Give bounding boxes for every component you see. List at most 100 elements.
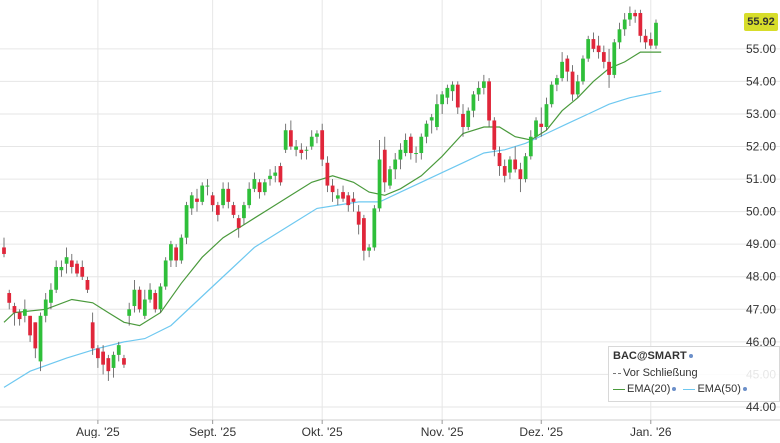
candle — [528, 130, 533, 160]
candle — [440, 91, 445, 114]
candle — [80, 260, 85, 280]
candle — [414, 146, 418, 163]
candle — [205, 179, 210, 196]
candle-body — [80, 266, 85, 277]
candle-body — [226, 188, 231, 202]
candle-body — [247, 188, 252, 206]
candle — [638, 9, 643, 43]
candle-body — [628, 13, 632, 20]
candle — [513, 146, 518, 173]
candle — [221, 182, 225, 209]
candle — [544, 97, 549, 131]
candle-body — [586, 39, 591, 59]
candle — [586, 35, 591, 62]
candle — [591, 32, 596, 53]
x-tick-label: Dez. '25 — [519, 425, 563, 438]
candle — [534, 117, 538, 140]
candle — [195, 188, 199, 212]
candle — [325, 156, 330, 193]
candle — [12, 302, 17, 326]
candle-body — [435, 104, 439, 127]
candle-body — [325, 162, 330, 186]
candle-body — [508, 159, 512, 173]
candle-body — [518, 169, 523, 180]
candle — [377, 140, 382, 212]
candle — [398, 143, 403, 170]
y-tick-label: 55.00 — [746, 42, 776, 56]
dashed-line-icon — [613, 372, 621, 374]
candle — [476, 81, 481, 101]
candle-body — [539, 123, 544, 127]
candle — [403, 133, 408, 157]
candle-body — [440, 94, 445, 105]
ema50-line-icon — [683, 388, 696, 390]
candle-body — [497, 153, 502, 167]
ema20-line — [3, 51, 662, 327]
candle — [628, 6, 632, 27]
candle-body — [54, 266, 59, 290]
legend-prev-close: Vor Schließung — [613, 367, 698, 379]
candle — [75, 260, 79, 277]
candle-body — [335, 195, 340, 199]
candle-body — [242, 205, 246, 219]
candle — [450, 81, 455, 101]
candle — [200, 182, 205, 206]
candle — [17, 309, 22, 326]
y-tick-label: 52.00 — [746, 140, 776, 154]
candle — [169, 240, 173, 267]
candle-body — [544, 104, 549, 127]
candle-body — [28, 315, 32, 336]
candle — [294, 140, 298, 157]
candle — [654, 19, 658, 49]
candle — [487, 78, 491, 127]
candle — [424, 120, 429, 144]
candle — [570, 65, 575, 101]
candle — [555, 74, 559, 92]
candle-body — [523, 156, 528, 180]
legend-ema20: EMA(20) — [627, 383, 671, 395]
candle-body — [153, 293, 158, 310]
last-price-tag: 55.92 — [744, 13, 778, 31]
candle-body — [581, 58, 585, 82]
candle — [502, 159, 507, 183]
candle-body — [388, 169, 392, 186]
settings-dot-icon[interactable] — [688, 354, 693, 359]
candle-body — [75, 263, 79, 274]
candle — [643, 29, 648, 49]
candle-body — [393, 159, 398, 170]
candle-body — [304, 149, 309, 151]
candle — [388, 166, 392, 189]
candle — [362, 214, 366, 261]
candle — [299, 143, 304, 160]
candle-body — [142, 299, 147, 316]
candle — [581, 55, 585, 85]
candle — [111, 351, 116, 378]
candle — [174, 244, 179, 267]
candle-body — [351, 198, 356, 202]
candle — [278, 162, 283, 186]
candle — [38, 312, 43, 372]
y-tick-label: 48.00 — [746, 270, 776, 284]
candle-body — [612, 42, 617, 75]
candle-body — [356, 211, 361, 225]
candle — [43, 293, 48, 323]
candle — [612, 39, 617, 79]
candle-body — [127, 309, 132, 316]
candle-body — [398, 149, 403, 160]
candle-body — [85, 280, 90, 290]
candle-body — [377, 159, 382, 209]
chart-legend: BAC@SMART Vor Schließung EMA(20) EMA(50) — [608, 346, 780, 402]
candle — [466, 107, 471, 131]
candle — [315, 130, 319, 144]
candle — [252, 172, 257, 193]
candle-body — [189, 195, 194, 209]
candle-body — [638, 13, 643, 36]
candle-body — [466, 110, 471, 127]
ema20-settings-dot-icon[interactable] — [672, 387, 677, 392]
candle — [633, 9, 638, 23]
x-tick-label: Aug. '25 — [76, 425, 120, 438]
ema50-settings-dot-icon[interactable] — [742, 387, 747, 392]
candle — [54, 260, 59, 294]
candle-body — [601, 52, 606, 62]
candle — [445, 84, 450, 105]
